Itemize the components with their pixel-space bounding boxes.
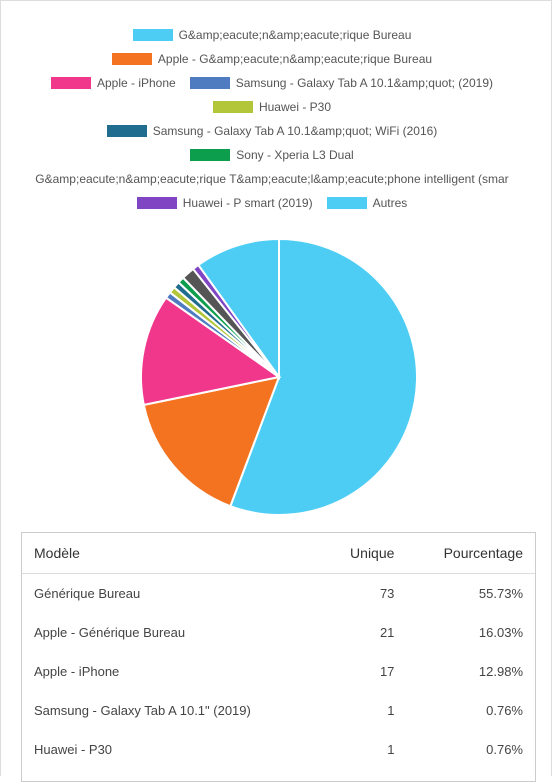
legend-item[interactable]: G&amp;eacute;n&amp;eacute;rique T&amp;ea… xyxy=(35,167,508,191)
legend-item[interactable]: Autres xyxy=(326,191,408,215)
legend-swatch xyxy=(189,77,230,89)
cell-model: Samsung - Galaxy Tab A 10.1" (2019) xyxy=(34,703,251,718)
cell-model: Générique Bureau xyxy=(34,586,141,601)
legend-swatch xyxy=(111,53,152,65)
legend-item[interactable]: Huawei - P smart (2019) xyxy=(136,191,313,215)
legend-label: Apple - iPhone xyxy=(96,76,176,90)
legend-swatch xyxy=(106,125,147,137)
chart-legend: G&amp;eacute;n&amp;eacute;rique Bureau Ap… xyxy=(9,23,535,215)
legend-label: Samsung - Galaxy Tab A 10.1&amp;quot; Wi… xyxy=(152,124,438,138)
column-header-percent[interactable]: Pourcentage xyxy=(406,533,535,574)
legend-swatch xyxy=(50,77,91,89)
legend-row: Sony - Xperia L3 Dual xyxy=(9,143,535,167)
cell-model: Apple - Générique Bureau xyxy=(34,625,186,640)
table-row: Samsung - Galaxy Tab A 10.1" (2019) 1 0.… xyxy=(22,691,535,730)
legend-row: G&amp;eacute;n&amp;eacute;rique T&amp;ea… xyxy=(9,167,535,191)
legend-label: Huawei - P smart (2019) xyxy=(182,196,313,210)
legend-item[interactable]: Apple - G&amp;eacute;n&amp;eacute;rique … xyxy=(111,47,433,71)
device-model-pie-chart xyxy=(140,237,418,516)
legend-label: G&amp;eacute;n&amp;eacute;rique Bureau xyxy=(178,28,412,42)
pie-slice[interactable] xyxy=(229,237,418,516)
legend-swatch xyxy=(190,149,231,161)
table-row: Huawei - P30 1 0.76% xyxy=(22,730,535,769)
legend-swatch xyxy=(326,197,367,209)
pie-slice[interactable] xyxy=(142,375,281,508)
column-header-unique[interactable]: Unique xyxy=(321,533,407,574)
cell-percent: 0.76% xyxy=(486,742,523,757)
pie-slice[interactable] xyxy=(196,237,280,381)
legend-item[interactable]: Sony - Xperia L3 Dual xyxy=(190,143,354,167)
legend-item[interactable]: Samsung - Galaxy Tab A 10.1&amp;quot; (2… xyxy=(189,71,493,95)
legend-row: G&amp;eacute;n&amp;eacute;rique Bureau xyxy=(9,23,535,47)
legend-row: Huawei - P30 xyxy=(9,95,535,119)
legend-swatch xyxy=(136,197,177,209)
device-model-table: Modèle Unique Pourcentage Générique Bure… xyxy=(21,532,536,782)
cell-percent: 0.76% xyxy=(486,703,523,718)
legend-item[interactable]: Apple - iPhone xyxy=(50,71,176,95)
table-row: Apple - Générique Bureau 21 16.03% xyxy=(22,613,535,652)
cell-unique: 21 xyxy=(379,625,395,640)
legend-row: Samsung - Galaxy Tab A 10.1&amp;quot; Wi… xyxy=(9,119,535,143)
table-header-row: Modèle Unique Pourcentage xyxy=(22,533,535,574)
legend-row: Apple - G&amp;eacute;n&amp;eacute;rique … xyxy=(9,47,535,71)
table-row: Apple - iPhone 17 12.98% xyxy=(22,652,535,691)
legend-item[interactable]: G&amp;eacute;n&amp;eacute;rique Bureau xyxy=(132,23,412,47)
legend-label: G&amp;eacute;n&amp;eacute;rique T&amp;ea… xyxy=(35,172,509,186)
legend-label: Autres xyxy=(372,196,408,210)
legend-swatch xyxy=(132,29,173,41)
legend-row: Apple - iPhone Samsung - Galaxy Tab A 10.… xyxy=(9,71,535,95)
legend-row: Huawei - P smart (2019) Autres xyxy=(9,191,535,215)
cell-model: Huawei - P30 xyxy=(34,742,113,757)
cell-unique: 73 xyxy=(379,586,395,601)
legend-label: Sony - Xperia L3 Dual xyxy=(236,148,354,162)
pie-slice[interactable] xyxy=(140,296,282,407)
legend-label: Samsung - Galaxy Tab A 10.1&amp;quot; (2… xyxy=(235,76,493,90)
cell-unique: 17 xyxy=(379,664,395,679)
cell-unique: 1 xyxy=(387,742,395,757)
cell-model: Apple - iPhone xyxy=(34,664,120,679)
cell-percent: 55.73% xyxy=(478,586,523,601)
cell-percent: 12.98% xyxy=(478,664,523,679)
table-row: Générique Bureau 73 55.73% xyxy=(22,574,535,614)
column-header-model[interactable]: Modèle xyxy=(22,533,322,574)
cell-percent: 16.03% xyxy=(478,625,523,640)
legend-label: Apple - G&amp;eacute;n&amp;eacute;rique … xyxy=(157,52,433,66)
legend-label: Huawei - P30 xyxy=(258,100,332,114)
cell-unique: 1 xyxy=(387,703,395,718)
legend-item[interactable]: Huawei - P30 xyxy=(212,95,332,119)
legend-swatch xyxy=(212,101,253,113)
legend-item[interactable]: Samsung - Galaxy Tab A 10.1&amp;quot; Wi… xyxy=(106,119,438,143)
